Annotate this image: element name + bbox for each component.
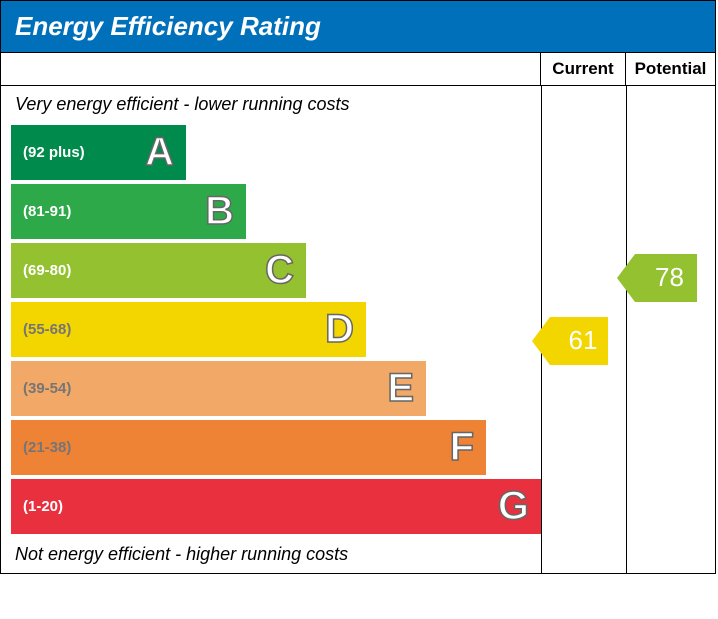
band-letter-a: A [145,130,174,175]
band-b: (81-91) B [11,184,246,239]
band-g: (1-20) G [11,479,541,534]
band-d: (55-68) D [11,302,366,357]
band-letter-f: F [450,425,474,470]
header-potential: Potential [625,53,715,85]
column-headers: Current Potential [1,52,715,86]
band-c: (69-80) C [11,243,306,298]
band-range-g: (1-20) [11,498,63,515]
band-f: (21-38) F [11,420,486,475]
epc-chart: Energy Efficiency Rating Current Potenti… [0,0,716,574]
band-range-d: (55-68) [11,321,71,338]
band-range-e: (39-54) [11,380,71,397]
band-a: (92 plus) A [11,125,186,180]
band-letter-b: B [205,189,234,234]
header-current: Current [540,53,625,85]
current-column: 61 [541,86,626,573]
chart-title: Energy Efficiency Rating [1,1,715,52]
caption-efficient: Very energy efficient - lower running co… [1,94,541,121]
bands-area: Very energy efficient - lower running co… [1,86,541,573]
band-range-f: (21-38) [11,439,71,456]
band-letter-e: E [387,366,414,411]
band-range-b: (81-91) [11,203,71,220]
current-value-badge: 61 [550,317,608,365]
band-letter-c: C [265,248,294,293]
potential-value-badge: 78 [635,254,697,302]
band-e: (39-54) E [11,361,426,416]
header-spacer [1,53,540,85]
band-range-c: (69-80) [11,262,71,279]
chart-body: Very energy efficient - lower running co… [1,86,715,573]
potential-column: 78 [626,86,715,573]
band-letter-d: D [325,307,354,352]
caption-inefficient: Not energy efficient - higher running co… [1,538,541,565]
band-letter-g: G [498,484,529,529]
band-range-a: (92 plus) [11,144,85,161]
